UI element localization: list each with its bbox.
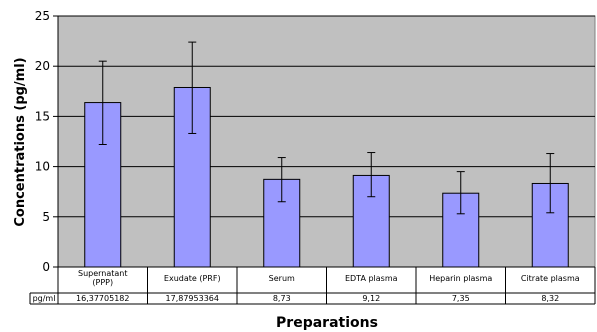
y-tick-label: 20 bbox=[35, 59, 50, 73]
gridlines bbox=[58, 15, 595, 218]
data-table: pg/ml Supernatant(PPP) 16,37705182 Exudate … bbox=[29, 267, 596, 305]
category-label: EDTA plasma bbox=[345, 274, 398, 283]
table-value: 17,87953364 bbox=[166, 294, 219, 303]
table-value: 16,37705182 bbox=[76, 294, 129, 303]
y-tick-label: 15 bbox=[35, 109, 50, 123]
x-axis-title: Preparations bbox=[276, 315, 378, 331]
error-bars bbox=[98, 41, 555, 215]
table-value: 9,12 bbox=[362, 294, 380, 303]
y-tick-label: 5 bbox=[42, 210, 50, 224]
bar bbox=[173, 86, 211, 268]
category-label: Supernatant bbox=[78, 269, 128, 278]
category-label: (PPP) bbox=[92, 278, 113, 287]
category-label: Exudate (PRF) bbox=[164, 274, 221, 283]
plot-area bbox=[57, 15, 596, 268]
y-tick-label: 10 bbox=[35, 160, 50, 174]
y-axis-title: Concentrations (pg/ml) bbox=[13, 57, 28, 226]
category-label: Citrate plasma bbox=[521, 274, 580, 283]
table-value: 7,35 bbox=[452, 294, 470, 303]
y-tick-label: 25 bbox=[35, 9, 50, 23]
table-value: 8,32 bbox=[541, 294, 559, 303]
category-label: Serum bbox=[269, 274, 295, 283]
category-label: Heparin plasma bbox=[429, 274, 492, 283]
table-value: 8,73 bbox=[273, 294, 291, 303]
table-row-label: pg/ml bbox=[33, 294, 56, 303]
y-tick-label: 0 bbox=[42, 260, 50, 274]
